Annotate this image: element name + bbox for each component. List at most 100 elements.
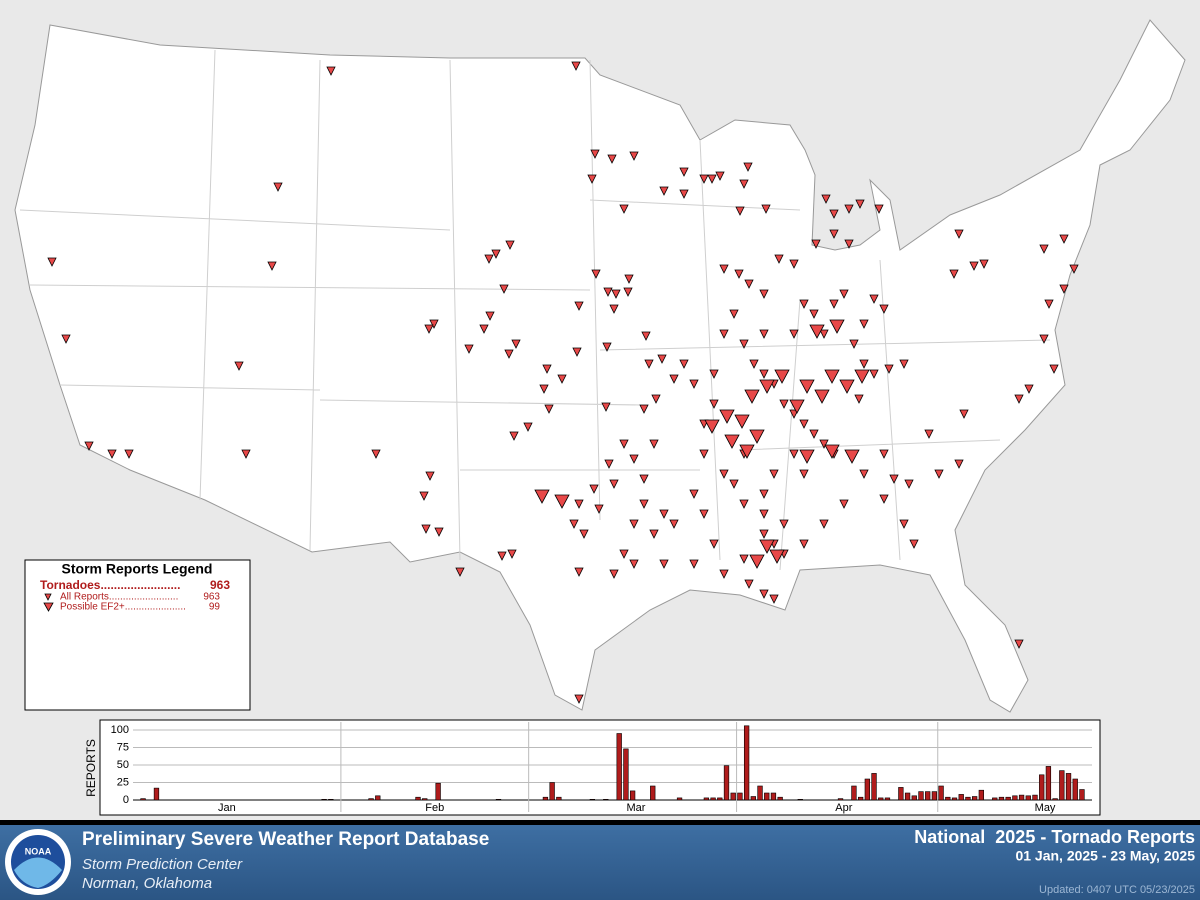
bar — [878, 797, 884, 801]
bar — [770, 792, 777, 801]
footer-range: 01 Jan, 2025 - 23 May, 2025 — [1015, 848, 1195, 864]
us-land — [14, 19, 1186, 713]
footer-title: Preliminary Severe Weather Report Databa… — [82, 829, 489, 850]
bar — [629, 790, 636, 801]
bar — [1018, 794, 1025, 801]
bar — [857, 796, 864, 801]
bar — [153, 787, 160, 801]
bar — [710, 797, 716, 801]
x-tick-label: Jan — [218, 802, 236, 814]
bar — [1032, 794, 1038, 801]
bar — [1052, 798, 1058, 801]
x-tick-label: Feb — [425, 802, 444, 814]
bar — [851, 785, 857, 801]
bar — [971, 796, 978, 801]
bar — [958, 794, 964, 801]
logo-text: NOAA — [25, 846, 52, 856]
bar — [1065, 773, 1072, 801]
bar — [375, 795, 381, 801]
bar — [603, 798, 609, 801]
bar — [1039, 774, 1045, 801]
bar — [925, 791, 931, 801]
bar — [837, 798, 844, 801]
bar — [951, 797, 958, 801]
x-tick-label: May — [1035, 802, 1056, 814]
chart-box — [99, 719, 1101, 816]
footer-rule — [0, 820, 1200, 825]
bar — [730, 792, 736, 801]
bar — [938, 785, 944, 801]
y-tick-label: 0 — [123, 794, 129, 806]
bar — [1079, 789, 1085, 801]
reports-chart: REPORTS 0 25 50 75 100 Jan Feb Mar Apr May — [84, 719, 1101, 816]
bar — [743, 725, 750, 801]
bar — [1012, 795, 1018, 801]
logo-wave — [14, 857, 62, 888]
bar — [368, 798, 374, 801]
bar — [918, 791, 924, 801]
bar — [1072, 778, 1078, 801]
legend-row-value: 99 — [209, 602, 221, 613]
bar — [904, 792, 911, 801]
bar — [650, 785, 656, 801]
legend-row-label: Possible EF2+...................... — [60, 602, 186, 613]
bar — [757, 785, 763, 801]
legend-row-value: 963 — [203, 592, 220, 603]
y-tick-label: 75 — [117, 741, 129, 753]
bar — [1059, 770, 1065, 801]
legend: Storm Reports Legend Tornadoes..........… — [24, 559, 251, 711]
y-tick-label: 25 — [117, 776, 129, 788]
y-tick-label: 50 — [117, 759, 129, 771]
bar — [321, 798, 327, 801]
bar — [764, 792, 770, 801]
bar — [871, 773, 877, 801]
bar — [542, 796, 549, 801]
bar — [864, 778, 870, 801]
bar — [998, 796, 1005, 801]
bar — [495, 798, 502, 801]
bar — [616, 733, 622, 801]
bar — [911, 795, 917, 801]
bar — [703, 797, 710, 801]
bar — [623, 748, 629, 801]
footer-updated: Updated: 0407 UTC 05/23/2025 — [1039, 884, 1195, 896]
bar — [978, 789, 984, 801]
x-tick-label: Mar — [626, 802, 645, 814]
legend-symbol — [44, 593, 52, 601]
bar — [965, 796, 971, 801]
legend-row-label: All Reports......................... — [60, 592, 178, 603]
y-axis-label: REPORTS — [84, 739, 98, 797]
bar — [422, 798, 428, 801]
bar — [992, 797, 998, 801]
bar — [931, 791, 938, 801]
bar — [777, 796, 783, 801]
bar — [717, 797, 723, 801]
legend-title: Storm Reports Legend — [62, 561, 213, 577]
legend-symbol — [43, 602, 54, 612]
report-markers — [47, 61, 1079, 704]
y-tick-label: 100 — [111, 724, 129, 736]
bar — [1025, 795, 1031, 801]
footer-org: Storm Prediction Center — [82, 856, 243, 873]
bar — [750, 796, 756, 801]
footer-product: National 2025 - Tornado Reports — [914, 827, 1195, 847]
bar — [945, 796, 951, 801]
bar — [676, 797, 683, 801]
bar — [1005, 796, 1011, 801]
legend-total-label: Tornadoes........................ — [40, 578, 180, 592]
legend-box — [24, 559, 251, 711]
ef2-markers — [534, 319, 870, 569]
noaa-logo: NOAA — [5, 829, 71, 895]
bar — [884, 797, 891, 801]
bar — [435, 782, 441, 801]
bar — [1045, 766, 1052, 801]
state-lines — [19, 49, 1051, 571]
footer-band — [0, 825, 1200, 900]
x-tick-label: Apr — [835, 802, 852, 814]
bar — [415, 796, 421, 801]
bar — [898, 787, 904, 801]
footer-place: Norman, Oklahoma — [82, 875, 212, 892]
bar — [737, 792, 743, 801]
bar — [328, 798, 334, 801]
